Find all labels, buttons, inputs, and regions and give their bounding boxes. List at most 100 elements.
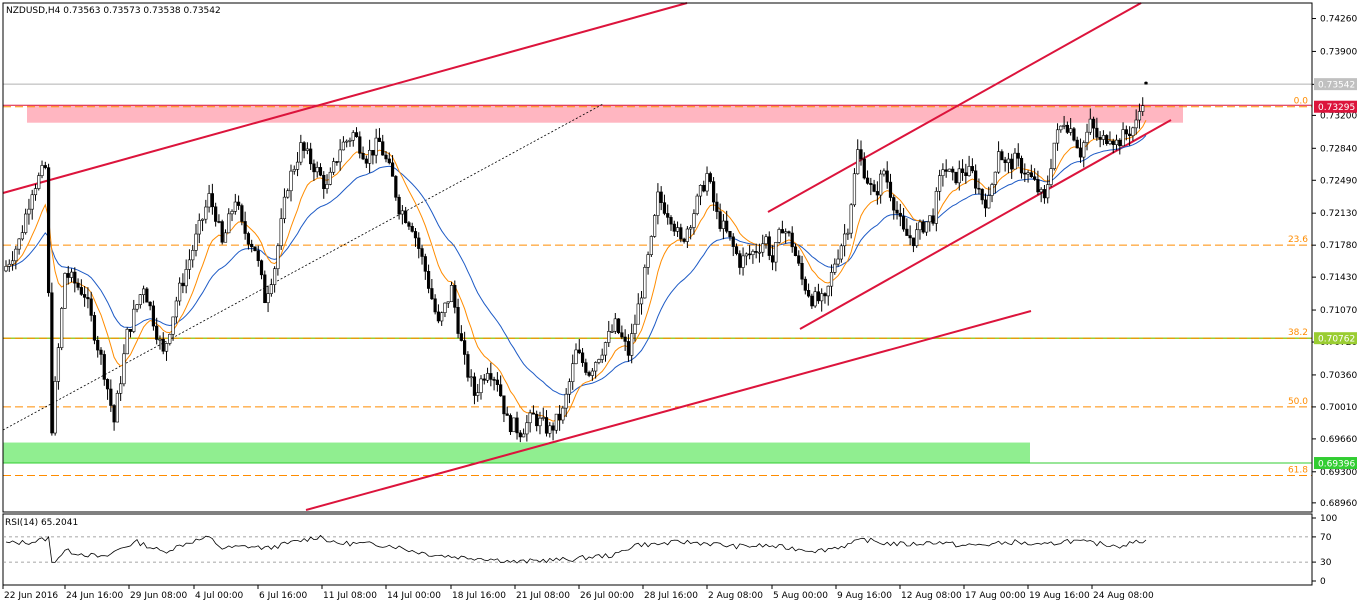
candle-body <box>331 161 336 173</box>
candle-body <box>223 232 228 243</box>
candle-body <box>128 328 133 332</box>
candle-body <box>132 308 136 332</box>
candle-body <box>1039 189 1043 193</box>
time-tick-label: 9 Aug 16:00 <box>837 591 892 601</box>
candle-body <box>964 172 968 176</box>
candle-body <box>951 168 955 173</box>
candle-body <box>384 154 388 160</box>
candle-body <box>967 166 971 176</box>
candle-body <box>358 136 362 154</box>
candle-body <box>983 199 988 209</box>
candle-body <box>839 245 843 260</box>
candle-body <box>368 149 372 164</box>
candle-body <box>518 432 522 438</box>
candle-body <box>305 148 309 151</box>
candle-body <box>214 206 218 222</box>
candle-body <box>1114 139 1119 145</box>
candle-body <box>659 191 663 203</box>
fib-level-label: 61.8 <box>1288 465 1308 475</box>
candle-body <box>777 229 781 243</box>
candle-body <box>86 297 90 300</box>
candle-body <box>711 181 716 203</box>
candle-body <box>846 232 850 235</box>
price-tick-label: 0.70360 <box>1320 371 1357 381</box>
candle-body <box>1137 111 1142 121</box>
candle-body <box>181 282 185 287</box>
candle-body <box>774 242 778 263</box>
rsi-panel-border <box>2 513 1313 586</box>
candle-body <box>492 379 496 381</box>
candle-body <box>761 243 765 253</box>
candle-body <box>259 260 264 276</box>
candle-body <box>266 293 270 304</box>
candle-body <box>531 412 536 415</box>
candle-body <box>646 254 650 268</box>
candle-body <box>466 354 470 378</box>
candle-body <box>944 169 948 172</box>
candle-body <box>1141 105 1145 112</box>
candle-body <box>947 168 952 172</box>
candle-body <box>102 354 106 380</box>
candle-body <box>528 412 532 424</box>
candle-body <box>816 291 821 302</box>
trendline <box>305 310 1032 511</box>
candle-body <box>1075 139 1079 149</box>
candle-body <box>236 201 241 206</box>
candle-body <box>843 233 847 247</box>
rsi-title: RSI(14) 65.2041 <box>5 518 78 528</box>
candle-body <box>187 259 192 270</box>
candle-body <box>115 393 119 423</box>
candle-body <box>135 304 139 310</box>
candle-body <box>1062 124 1066 127</box>
price-tick-label: 0.73900 <box>1320 47 1357 57</box>
candle-body <box>734 246 739 254</box>
candle-body <box>924 221 929 233</box>
candle-body <box>1118 139 1122 147</box>
candle-body <box>27 208 31 215</box>
candle-body <box>987 195 991 209</box>
candle-body <box>649 236 653 255</box>
candle-body <box>974 170 978 189</box>
candle-body <box>302 142 306 151</box>
candle-body <box>30 194 34 210</box>
candle-body <box>335 161 339 163</box>
time-tick-label: 19 Aug 16:00 <box>1029 591 1090 601</box>
candle-body <box>535 413 539 427</box>
candle-body <box>1131 127 1135 137</box>
candle-body <box>178 282 182 302</box>
candle-body <box>941 169 945 176</box>
candle-body <box>459 333 463 341</box>
candle-body <box>800 263 804 280</box>
candle-body <box>633 323 637 334</box>
candle-body <box>164 343 169 352</box>
candle-body <box>328 171 332 185</box>
candle-body <box>20 232 24 240</box>
candle-body <box>544 417 549 434</box>
moving-averages-layer <box>5 119 1147 422</box>
candle-body <box>1059 125 1063 131</box>
candle-body <box>1121 129 1125 147</box>
candle-body <box>440 312 444 322</box>
candle-body <box>892 197 896 211</box>
candle-body <box>1111 140 1115 145</box>
candle-body <box>489 373 493 380</box>
candle-body <box>502 395 506 415</box>
candle-body <box>813 291 817 307</box>
candle-body <box>99 349 103 355</box>
candle-body <box>194 233 198 251</box>
candle-body <box>1091 118 1096 129</box>
candle-body <box>751 251 755 255</box>
time-tick-label: 28 Jul 16:00 <box>644 591 698 601</box>
candle-body <box>73 271 77 284</box>
candle-body <box>541 417 545 419</box>
candle-body <box>476 392 480 396</box>
candle-body <box>295 161 300 170</box>
candle-body <box>1085 131 1089 143</box>
price-tick-label: 0.72490 <box>1320 176 1357 186</box>
candle-body <box>469 376 473 379</box>
candle-body <box>50 292 54 434</box>
rsi-tick-label: 30 <box>1320 558 1332 568</box>
candle-body <box>89 298 93 316</box>
